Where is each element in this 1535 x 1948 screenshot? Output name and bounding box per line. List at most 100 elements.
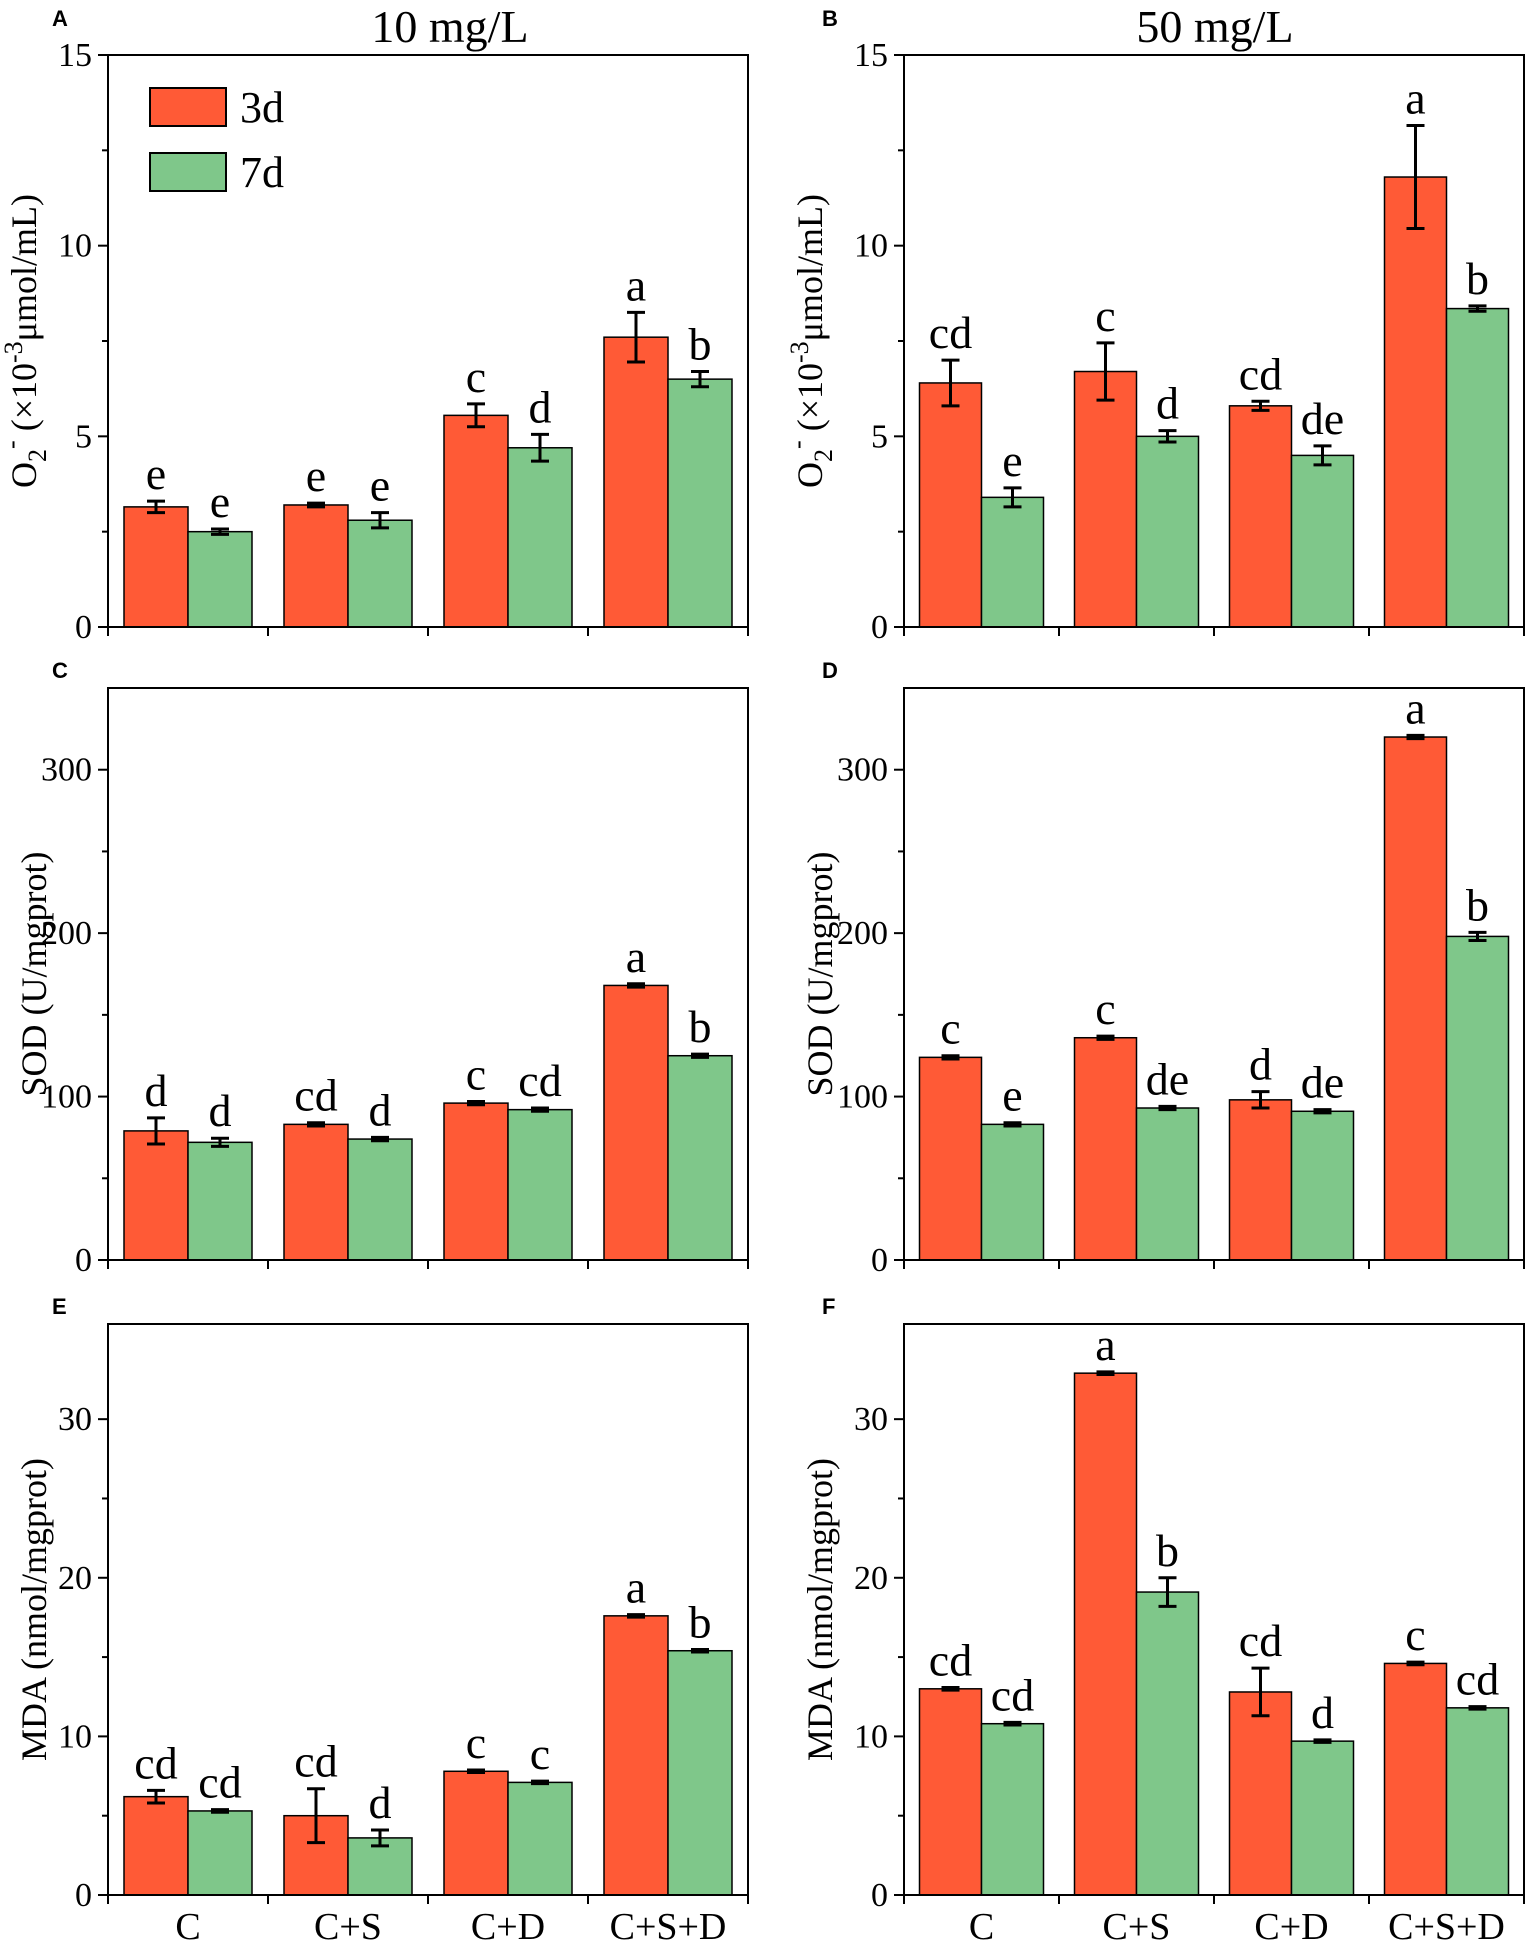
y-axis-label: O2- (×10-3μmol/mL) [0, 194, 52, 488]
significance-letter: a [626, 1562, 646, 1613]
bar-b-7d-C+S [1135, 435, 1200, 628]
significance-letter: b [689, 1001, 712, 1052]
y-tick-label: 10 [58, 228, 92, 265]
y-axis-label-part: μmol/mL) [790, 194, 830, 341]
y-tick-label: 0 [871, 1877, 888, 1914]
bar-d-3d-C+D [1228, 1099, 1293, 1261]
significance-letter: de [1301, 393, 1344, 444]
bar-a-3d-C+S [283, 504, 349, 628]
x-tick-label: C+D [1254, 1906, 1328, 1948]
significance-letter: c [466, 1048, 486, 1099]
bar-f-3d-C [918, 1688, 983, 1896]
y-tick-label: 15 [58, 37, 92, 74]
x-tick-label: C+S [1103, 1906, 1171, 1948]
significance-letter: d [145, 1065, 168, 1116]
significance-letter: b [1466, 253, 1489, 304]
bar-d-7d-C+D [1290, 1110, 1355, 1261]
y-axis-label-part: O [4, 462, 44, 488]
bar-b-7d-C+S+D [1445, 307, 1510, 628]
y-tick-label: 0 [75, 1877, 92, 1914]
column-title-50mgL: 50 mg/L [1136, 1, 1293, 52]
x-tick-label: C+D [471, 1906, 545, 1948]
bar-c-7d-C+D [507, 1108, 573, 1261]
bar-b-3d-C+D [1228, 405, 1293, 628]
legend: 3d 7d [149, 83, 284, 197]
bar-c-7d-C [187, 1141, 253, 1261]
bar-a-7d-C+D [507, 447, 573, 628]
x-tick-label: C+S+D [610, 1906, 727, 1948]
y-tick-label: 10 [854, 1718, 888, 1755]
bar-e-7d-C+D [507, 1781, 573, 1896]
y-axis-label-part: μmol/mL) [4, 194, 44, 341]
panel-label-a: A [52, 6, 68, 31]
bar-a-7d-C+S [347, 519, 413, 628]
bar-f-3d-C+D [1228, 1691, 1293, 1896]
x-tick-label: C [175, 1906, 200, 1948]
significance-letter: d [529, 381, 552, 432]
significance-letter: d [1311, 1687, 1334, 1738]
significance-letter: b [689, 319, 712, 370]
y-tick-label: 300 [41, 752, 92, 789]
significance-letter: cd [1456, 1654, 1499, 1705]
panel-label-f: F [822, 1294, 835, 1319]
panel-label-d: D [822, 658, 838, 683]
y-axis-label-part: O [790, 462, 830, 488]
column-title-10mgL: 10 mg/L [371, 1, 528, 52]
bar-f-7d-C+S+D [1445, 1707, 1510, 1896]
x-tick-label: C [969, 1906, 994, 1948]
bar-d-3d-C+S+D [1383, 736, 1448, 1261]
bar-f-7d-C+D [1290, 1740, 1355, 1896]
significance-letter: c [466, 1717, 486, 1768]
significance-letter: b [689, 1596, 712, 1647]
bar-c-3d-C+S [283, 1123, 349, 1261]
y-axis-label-part: - [783, 440, 812, 449]
y-axis-label-part: -3 [0, 341, 28, 363]
bar-e-7d-C+S [347, 1837, 413, 1896]
significance-letter: de [1301, 1057, 1344, 1108]
panel-label-b: B [822, 6, 838, 31]
significance-letter: e [1002, 1070, 1022, 1121]
legend-label-7d: 7d [240, 148, 284, 197]
significance-letter: cd [991, 1669, 1034, 1720]
y-tick-label: 5 [75, 418, 92, 455]
significance-letter: a [1405, 73, 1425, 124]
y-tick-label: 20 [854, 1560, 888, 1597]
bar-e-7d-C+S+D [667, 1649, 733, 1896]
y-tick-label: 15 [854, 37, 888, 74]
y-tick-label: 100 [837, 1079, 888, 1116]
bar-d-3d-C [918, 1056, 983, 1261]
y-axis-label: SOD (U/mgprot) [14, 852, 54, 1097]
significance-letter: c [466, 351, 486, 402]
significance-letter: cd [929, 1635, 972, 1686]
significance-letter: de [1146, 1053, 1189, 1104]
y-axis-label-part: (×10 [790, 363, 830, 440]
y-axis-label: O2- (×10-3μmol/mL) [783, 194, 838, 488]
bar-e-3d-C [123, 1795, 189, 1896]
bar-c-3d-C+D [443, 1102, 509, 1261]
bar-b-3d-C+S [1073, 370, 1138, 628]
significance-letter: c [940, 1003, 960, 1054]
panel-label-c: C [52, 658, 68, 683]
significance-letter: c [1095, 290, 1115, 341]
bar-a-7d-C [187, 530, 253, 628]
bar-c-3d-C [123, 1130, 189, 1261]
significance-letter: a [1405, 682, 1425, 733]
significance-letter: c [1095, 983, 1115, 1034]
significance-letter: e [1002, 435, 1022, 486]
bar-c-7d-C+S+D [667, 1054, 733, 1261]
significance-letter: cd [294, 1736, 337, 1787]
y-tick-label: 0 [75, 1242, 92, 1279]
significance-letter: cd [294, 1070, 337, 1121]
y-axis-label-part: - [0, 440, 26, 449]
significance-letter: d [369, 1777, 392, 1828]
y-axis-label-part: 2 [809, 449, 838, 462]
significance-letter: d [1249, 1039, 1272, 1090]
bar-f-3d-C+S+D [1383, 1662, 1448, 1896]
y-tick-label: 100 [41, 1079, 92, 1116]
y-tick-label: 30 [58, 1401, 92, 1438]
significance-letter: cd [1239, 1615, 1282, 1666]
significance-letter: cd [1239, 348, 1282, 399]
